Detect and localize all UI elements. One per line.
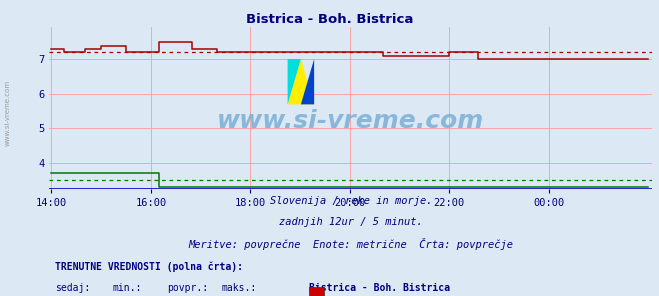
Polygon shape	[287, 59, 314, 104]
Text: www.si-vreme.com: www.si-vreme.com	[5, 79, 11, 146]
Text: maks.:: maks.:	[221, 283, 256, 292]
Text: sedaj:: sedaj:	[55, 283, 91, 292]
Polygon shape	[301, 59, 314, 104]
Text: Bistrica - Boh. Bistrica: Bistrica - Boh. Bistrica	[308, 283, 449, 292]
Text: Slovenija / reke in morje.: Slovenija / reke in morje.	[270, 196, 432, 206]
Text: Meritve: povprečne  Enote: metrične  Črta: povprečje: Meritve: povprečne Enote: metrične Črta:…	[188, 238, 513, 250]
Bar	[308, 287, 324, 296]
Text: TRENUTNE VREDNOSTI (polna črta):: TRENUTNE VREDNOSTI (polna črta):	[55, 262, 243, 272]
Text: Bistrica - Boh. Bistrica: Bistrica - Boh. Bistrica	[246, 13, 413, 26]
Text: povpr.:: povpr.:	[167, 283, 208, 292]
Text: min.:: min.:	[113, 283, 142, 292]
Text: www.si-vreme.com: www.si-vreme.com	[217, 109, 484, 133]
Polygon shape	[287, 59, 301, 104]
Text: zadnjih 12ur / 5 minut.: zadnjih 12ur / 5 minut.	[279, 217, 423, 227]
